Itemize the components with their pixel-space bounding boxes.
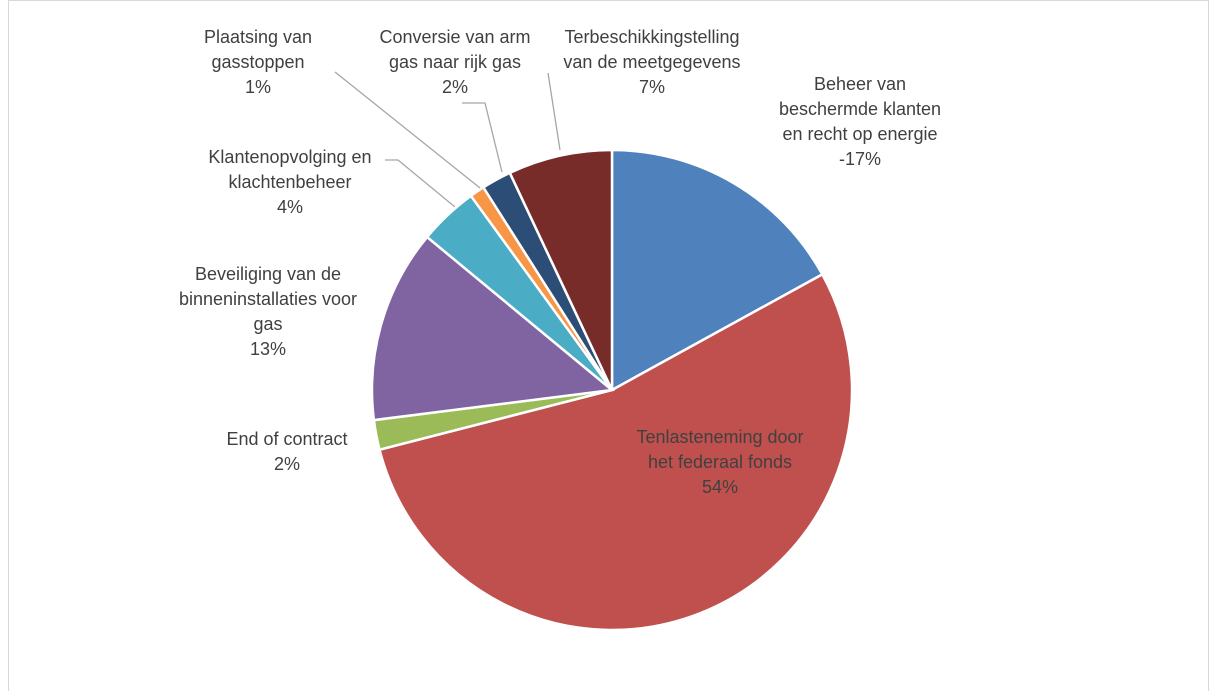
category-label: Beveiliging van de binneninstallaties vo…: [178, 264, 358, 334]
category-label: End of contract: [226, 429, 348, 449]
category-label: Klantenopvolging en klachtenbeheer: [208, 147, 372, 192]
data-label: Beheer van beschermde klanten en recht o…: [768, 72, 953, 172]
data-label: End of contract 2%: [207, 427, 367, 477]
chart-border: [8, 0, 1209, 691]
value-label: -17%: [838, 149, 882, 169]
value-label: 1%: [244, 77, 271, 97]
leader-line: [547, 72, 561, 151]
leader-line: [334, 71, 481, 189]
value-label: 2%: [273, 454, 300, 474]
pie-slice: [378, 272, 854, 632]
value-label: 2%: [441, 77, 468, 97]
data-label: Conversie van arm gas naar rijk gas 2%: [371, 25, 539, 100]
data-label: Terbeschikkingstelling van de meetgegeve…: [550, 25, 755, 100]
data-label: Klantenopvolging en klachtenbeheer 4%: [200, 145, 380, 220]
data-label: Tenlasteneming door het federaal fonds 54…: [625, 425, 815, 500]
leader-line: [462, 102, 503, 173]
pie-slice: [508, 148, 614, 391]
data-label: Plaatsing van gasstoppen 1%: [191, 25, 326, 100]
category-label: Terbeschikkingstelling van de meetgegeve…: [563, 27, 741, 72]
slices: [370, 148, 854, 632]
value-label: 54%: [701, 477, 739, 497]
value-label: 7%: [638, 77, 665, 97]
value-label: 13%: [249, 339, 287, 359]
value-label: 4%: [276, 197, 303, 217]
leader-line: [385, 159, 456, 208]
data-label: Beveiliging van de binneninstallaties vo…: [166, 262, 371, 362]
category-label: Tenlasteneming door het federaal fonds: [636, 427, 804, 472]
leader-lines: [334, 71, 561, 208]
category-label: Beheer van beschermde klanten en recht o…: [778, 74, 942, 144]
pie-slice: [610, 148, 825, 393]
pie-slice: [370, 235, 616, 422]
category-label: Conversie van arm gas naar rijk gas: [379, 27, 531, 72]
category-label: Plaatsing van gasstoppen: [203, 27, 313, 72]
